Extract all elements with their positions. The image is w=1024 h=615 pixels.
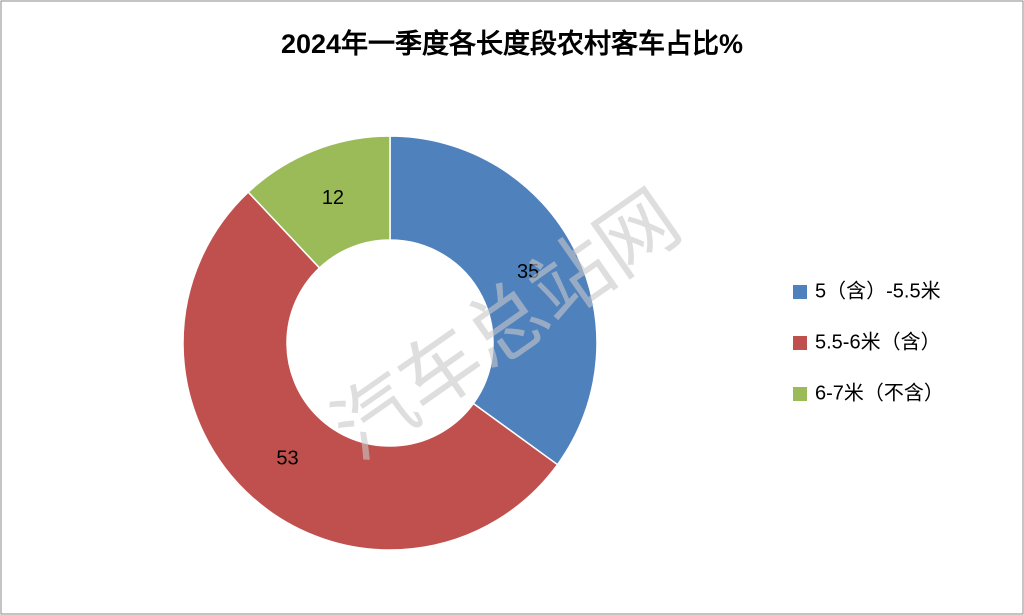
legend-label: 5.5-6米（含） — [815, 330, 941, 353]
donut-slice — [247, 135, 391, 269]
data-label: 35 — [517, 261, 539, 283]
legend-swatch — [793, 387, 807, 401]
donut-slice — [182, 191, 559, 551]
legend-label: 6-7米（不含） — [815, 381, 944, 404]
legend-swatch — [793, 285, 807, 299]
data-label: 53 — [276, 448, 298, 470]
data-label: 12 — [322, 187, 344, 209]
donut-slice — [389, 135, 598, 466]
chart-title: 2024年一季度各长度段农村客车占比% — [281, 28, 743, 59]
plot: 35 53 12 5（含）-5.5米 5.5-6米（含） 6-7米（不含） — [182, 135, 944, 551]
legend-label: 5（含）-5.5米 — [815, 279, 941, 302]
legend-swatch — [793, 336, 807, 350]
